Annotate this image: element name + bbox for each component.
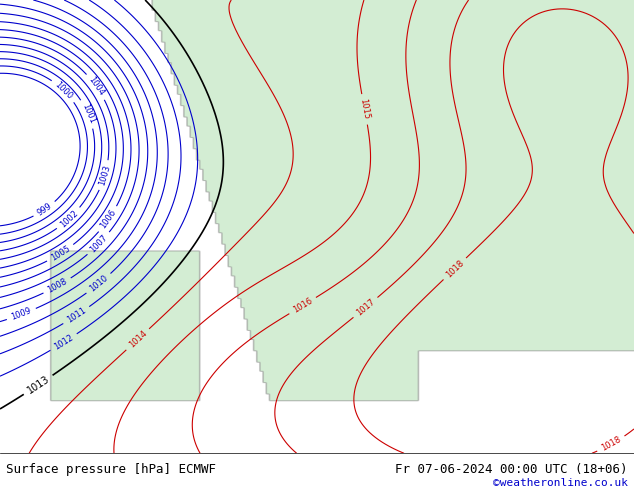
- Text: 999: 999: [36, 201, 54, 218]
- Text: 1005: 1005: [49, 244, 72, 263]
- Text: 1001: 1001: [80, 102, 96, 125]
- Text: 1000: 1000: [53, 80, 74, 101]
- Text: 1018: 1018: [444, 258, 465, 279]
- Text: 1003: 1003: [98, 164, 112, 187]
- Text: 1016: 1016: [291, 296, 314, 315]
- Text: 1018: 1018: [600, 435, 623, 453]
- Text: 1008: 1008: [46, 277, 68, 295]
- Text: 1015: 1015: [358, 98, 371, 121]
- Text: 1009: 1009: [10, 306, 33, 322]
- Text: 1002: 1002: [58, 208, 80, 229]
- Text: 1017: 1017: [354, 297, 377, 318]
- Text: 1014: 1014: [127, 329, 148, 350]
- Text: Fr 07-06-2024 00:00 UTC (18+06): Fr 07-06-2024 00:00 UTC (18+06): [395, 463, 628, 476]
- Text: 1007: 1007: [88, 233, 110, 254]
- Text: 1006: 1006: [98, 208, 118, 231]
- Text: Surface pressure [hPa] ECMWF: Surface pressure [hPa] ECMWF: [6, 463, 216, 476]
- Text: 1012: 1012: [53, 333, 75, 352]
- Text: 1010: 1010: [87, 273, 110, 294]
- Text: 1011: 1011: [65, 306, 87, 325]
- Text: 1013: 1013: [25, 374, 51, 396]
- Text: 1004: 1004: [87, 75, 106, 98]
- Text: ©weatheronline.co.uk: ©weatheronline.co.uk: [493, 478, 628, 488]
